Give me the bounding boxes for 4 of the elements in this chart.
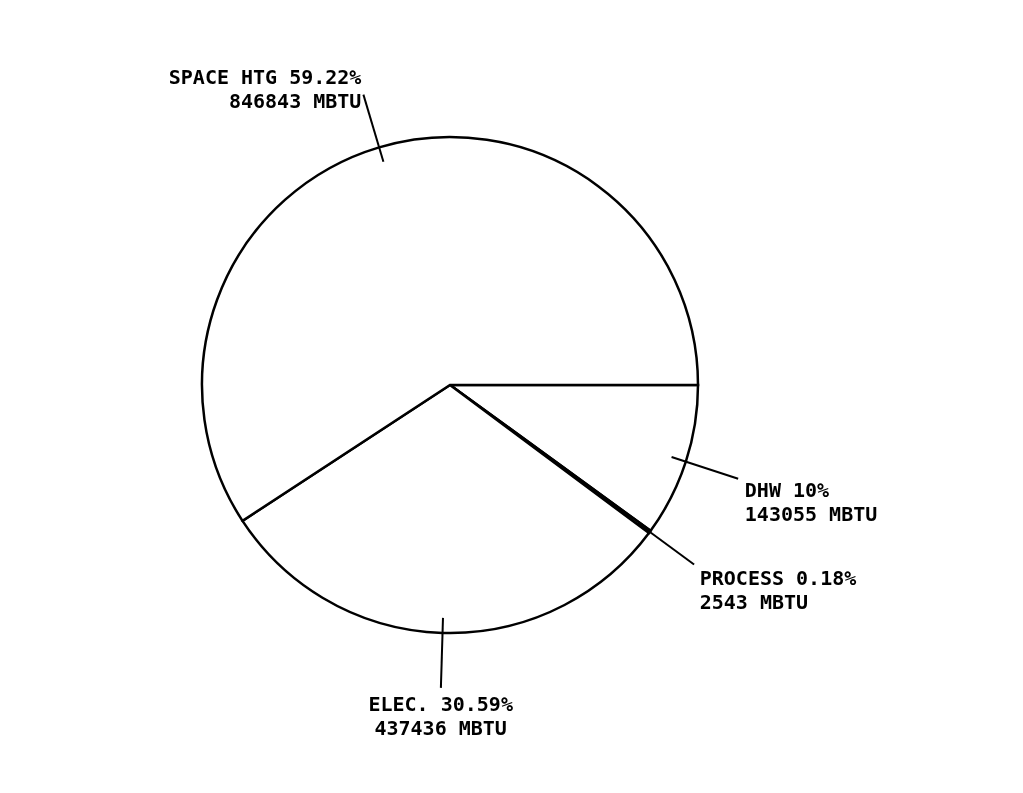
slice-label: SPACE HTG 59.22% 846843 MBTU [168,64,362,113]
slice-label: PROCESS 0.18% 2543 MBTU [699,565,857,614]
slice-label: ELEC. 30.59% 437436 MBTU [368,691,513,740]
slice-label: DHW 10% 143055 MBTU [744,477,878,526]
